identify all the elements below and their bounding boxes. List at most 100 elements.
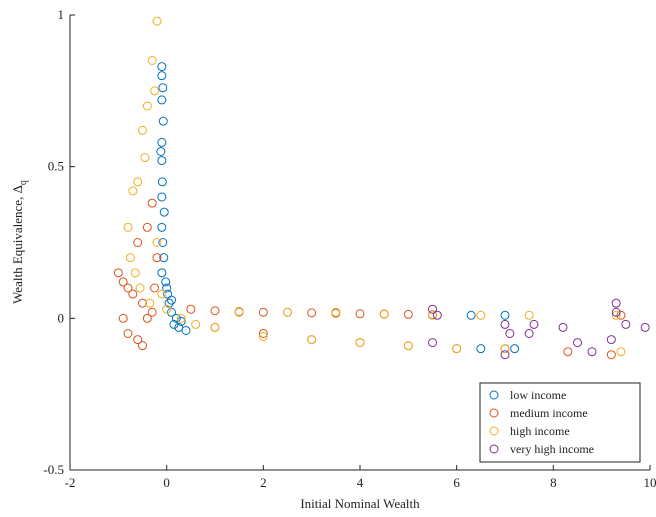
point	[621, 319, 631, 329]
point	[157, 177, 167, 187]
point	[157, 62, 167, 72]
point	[606, 350, 616, 360]
point	[157, 95, 167, 105]
point	[611, 298, 621, 308]
point	[150, 283, 160, 293]
point	[379, 309, 389, 319]
point	[135, 283, 145, 293]
point	[611, 310, 621, 320]
y-tick-label: 0.5	[48, 159, 64, 174]
point	[283, 307, 292, 317]
point	[573, 338, 582, 348]
point	[142, 222, 152, 232]
point	[157, 222, 167, 232]
point	[164, 298, 174, 308]
legend-marker	[489, 390, 499, 400]
point	[191, 319, 201, 329]
point	[167, 307, 176, 317]
point	[152, 253, 162, 263]
point	[466, 310, 476, 320]
point	[113, 268, 123, 278]
point	[529, 319, 539, 329]
point	[152, 16, 162, 26]
point	[138, 125, 147, 135]
legend-label: medium income	[510, 406, 588, 420]
point	[147, 198, 157, 208]
point	[157, 268, 167, 278]
point	[162, 283, 172, 293]
y-axis-label-sub: q	[18, 180, 29, 185]
point	[355, 309, 365, 319]
point	[128, 186, 138, 196]
point	[159, 207, 169, 217]
point	[157, 156, 167, 166]
point	[210, 322, 220, 332]
point	[524, 310, 534, 320]
point	[158, 83, 168, 93]
point	[500, 344, 510, 354]
point	[355, 338, 365, 348]
x-tick-label: 6	[453, 475, 460, 490]
point	[150, 86, 160, 96]
point	[157, 71, 167, 81]
point	[307, 308, 317, 318]
point	[158, 238, 168, 247]
point	[428, 310, 437, 320]
point	[587, 347, 597, 357]
point	[428, 304, 437, 314]
point	[176, 313, 186, 323]
point	[133, 238, 143, 247]
point	[158, 116, 168, 126]
point	[500, 319, 510, 329]
x-tick-label: 8	[550, 475, 557, 490]
point	[258, 332, 268, 342]
point	[162, 304, 172, 314]
point	[125, 253, 135, 263]
y-tick-label: 1	[58, 7, 65, 22]
point	[403, 309, 413, 319]
point	[118, 277, 128, 287]
point	[167, 295, 176, 305]
point	[157, 289, 167, 299]
point	[140, 153, 150, 163]
x-tick-label: -2	[65, 475, 76, 490]
point	[186, 304, 196, 314]
point	[157, 192, 167, 202]
point	[234, 307, 244, 317]
point	[156, 147, 166, 156]
point	[133, 177, 143, 187]
legend-label: low income	[510, 388, 566, 402]
x-tick-label: 2	[260, 475, 267, 490]
point	[210, 306, 220, 316]
legend-label: high income	[510, 424, 570, 438]
point	[171, 313, 181, 323]
point	[133, 335, 143, 345]
point	[510, 344, 520, 354]
point	[169, 319, 179, 329]
legend-marker	[489, 408, 499, 418]
point	[616, 347, 626, 357]
point	[159, 253, 169, 263]
x-tick-label: 4	[357, 475, 364, 490]
point	[128, 289, 138, 299]
legend: low income medium income high income very h…	[479, 382, 641, 463]
point	[157, 137, 167, 147]
point	[145, 298, 155, 308]
y-tick-label: 0	[58, 310, 65, 325]
point	[118, 313, 128, 323]
point	[147, 56, 157, 65]
point	[563, 347, 573, 357]
legend-label: very high income	[510, 442, 594, 456]
legend-marker	[489, 444, 499, 454]
point	[505, 329, 515, 338]
point	[500, 350, 510, 360]
point	[142, 313, 152, 323]
point	[130, 268, 140, 278]
point	[558, 322, 568, 332]
point	[606, 335, 616, 345]
point	[403, 341, 413, 351]
y-tick-label: -0.5	[43, 462, 64, 477]
legend-marker	[489, 426, 499, 436]
point	[428, 338, 437, 348]
